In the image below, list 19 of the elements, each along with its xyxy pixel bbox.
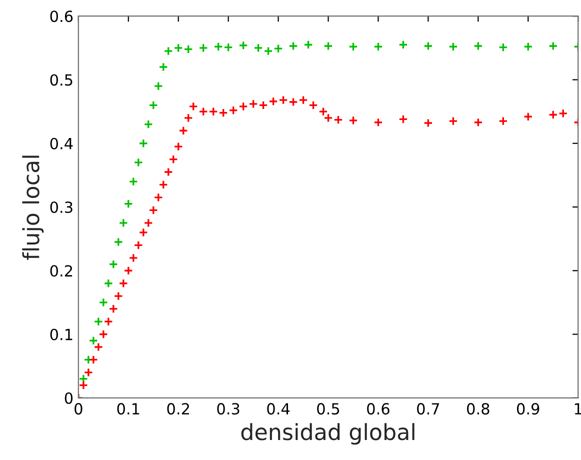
y-tick-label: 0.2 — [50, 265, 72, 277]
x-axis-title: densidad global — [241, 423, 414, 445]
x-tick-label: 0.9 — [516, 403, 540, 415]
x-tick-label: 0.5 — [317, 403, 340, 415]
x-tick-label: 0.6 — [367, 403, 390, 415]
x-tick-label: 0.4 — [267, 403, 290, 415]
y-tick-label: 0.5 — [50, 74, 72, 86]
x-tick-label: 0.7 — [417, 403, 440, 415]
y-tick-label: 0.3 — [50, 201, 72, 214]
y-tick-label: 0.4 — [50, 138, 73, 150]
x-tick-label: 0.8 — [467, 403, 490, 415]
y-tick-label: 0.6 — [50, 10, 73, 22]
y-axis-title: flujo local — [22, 156, 44, 260]
x-tick-label: 0.2 — [167, 403, 189, 415]
x-tick-label: 0.1 — [117, 403, 140, 415]
x-tick-label: 0.3 — [217, 403, 240, 415]
y-tick-label: 0.1 — [50, 328, 72, 340]
x-tick-label: 0 — [74, 403, 82, 415]
y-tick-label: 0 — [64, 392, 73, 404]
